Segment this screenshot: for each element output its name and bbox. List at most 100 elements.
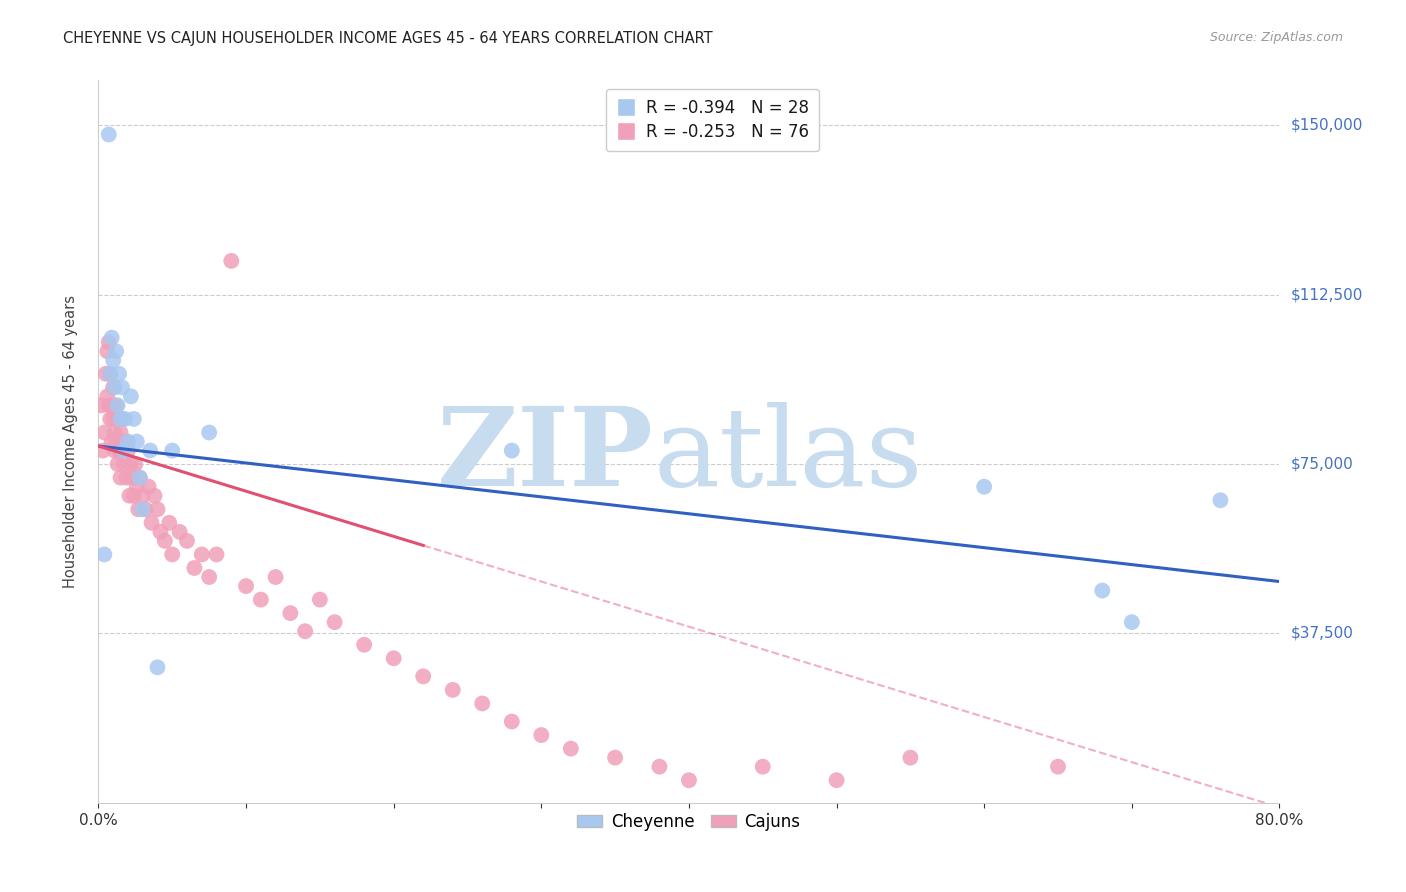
Point	[97, 128, 120, 142]
Text: ZIP: ZIP	[437, 402, 654, 509]
Point	[138, 480, 160, 494]
Point	[501, 714, 523, 729]
Point	[122, 489, 145, 503]
Point	[97, 398, 120, 412]
Text: $37,500: $37,500	[1291, 626, 1354, 641]
Point	[111, 412, 134, 426]
Point	[128, 470, 150, 484]
Point	[120, 457, 142, 471]
Point	[183, 561, 205, 575]
Point	[825, 773, 848, 788]
Point	[412, 669, 434, 683]
Point	[98, 367, 121, 381]
Point	[132, 502, 155, 516]
Point	[139, 443, 162, 458]
Point	[127, 502, 149, 516]
Point	[96, 344, 118, 359]
Point	[1121, 615, 1143, 630]
Point	[198, 570, 221, 584]
Point	[90, 398, 112, 412]
Point	[124, 457, 146, 471]
Point	[205, 548, 228, 562]
Point	[100, 398, 122, 412]
Point	[97, 335, 120, 350]
Point	[125, 434, 148, 449]
Point	[114, 412, 136, 426]
Point	[111, 380, 134, 394]
Point	[118, 489, 141, 503]
Point	[114, 434, 136, 449]
Point	[110, 470, 132, 484]
Point	[280, 606, 302, 620]
Point	[157, 516, 180, 530]
Point	[98, 412, 121, 426]
Point	[103, 353, 125, 368]
Point	[1046, 760, 1070, 774]
Point	[105, 344, 128, 359]
Point	[752, 760, 775, 774]
Text: CHEYENNE VS CAJUN HOUSEHOLDER INCOME AGES 45 - 64 YEARS CORRELATION CHART: CHEYENNE VS CAJUN HOUSEHOLDER INCOME AGE…	[63, 31, 713, 46]
Point	[162, 548, 183, 562]
Y-axis label: Householder Income Ages 45 - 64 years: Householder Income Ages 45 - 64 years	[63, 295, 77, 588]
Point	[176, 533, 198, 548]
Point	[973, 480, 995, 494]
Point	[117, 443, 139, 458]
Point	[382, 651, 405, 665]
Point	[93, 425, 115, 440]
Text: $150,000: $150,000	[1291, 118, 1362, 133]
Point	[605, 750, 627, 764]
Point	[141, 516, 163, 530]
Point	[112, 443, 135, 458]
Point	[122, 412, 145, 426]
Point	[146, 502, 169, 516]
Point	[153, 533, 176, 548]
Point	[294, 624, 316, 639]
Point	[235, 579, 257, 593]
Point	[100, 331, 122, 345]
Point	[107, 457, 129, 471]
Point	[107, 398, 129, 412]
Point	[94, 367, 117, 381]
Point	[309, 592, 332, 607]
Point	[191, 548, 214, 562]
Point	[250, 592, 273, 607]
Point	[110, 412, 132, 426]
Point	[120, 389, 142, 403]
Point	[323, 615, 346, 630]
Point	[104, 380, 127, 394]
Point	[125, 480, 148, 494]
Point	[108, 443, 131, 458]
Point	[112, 457, 135, 471]
Point	[104, 425, 127, 440]
Point	[149, 524, 172, 539]
Text: atlas: atlas	[654, 402, 924, 509]
Point	[105, 398, 128, 412]
Point	[501, 443, 523, 458]
Point	[103, 380, 125, 394]
Point	[96, 389, 118, 403]
Point	[264, 570, 287, 584]
Point	[221, 253, 243, 268]
Point	[104, 443, 127, 458]
Point	[105, 434, 128, 449]
Legend: Cheyenne, Cajuns: Cheyenne, Cajuns	[571, 806, 807, 838]
Point	[110, 425, 132, 440]
Point	[198, 425, 221, 440]
Point	[117, 434, 139, 449]
Point	[98, 367, 121, 381]
Text: $75,000: $75,000	[1291, 457, 1354, 472]
Point	[107, 412, 129, 426]
Point	[471, 697, 494, 711]
Point	[169, 524, 191, 539]
Point	[648, 760, 671, 774]
Point	[103, 412, 125, 426]
Point	[678, 773, 700, 788]
Point	[111, 443, 134, 458]
Point	[108, 367, 131, 381]
Text: Source: ZipAtlas.com: Source: ZipAtlas.com	[1209, 31, 1343, 45]
Point	[132, 489, 155, 503]
Point	[128, 470, 150, 484]
Point	[353, 638, 375, 652]
Point	[560, 741, 582, 756]
Point	[1209, 493, 1232, 508]
